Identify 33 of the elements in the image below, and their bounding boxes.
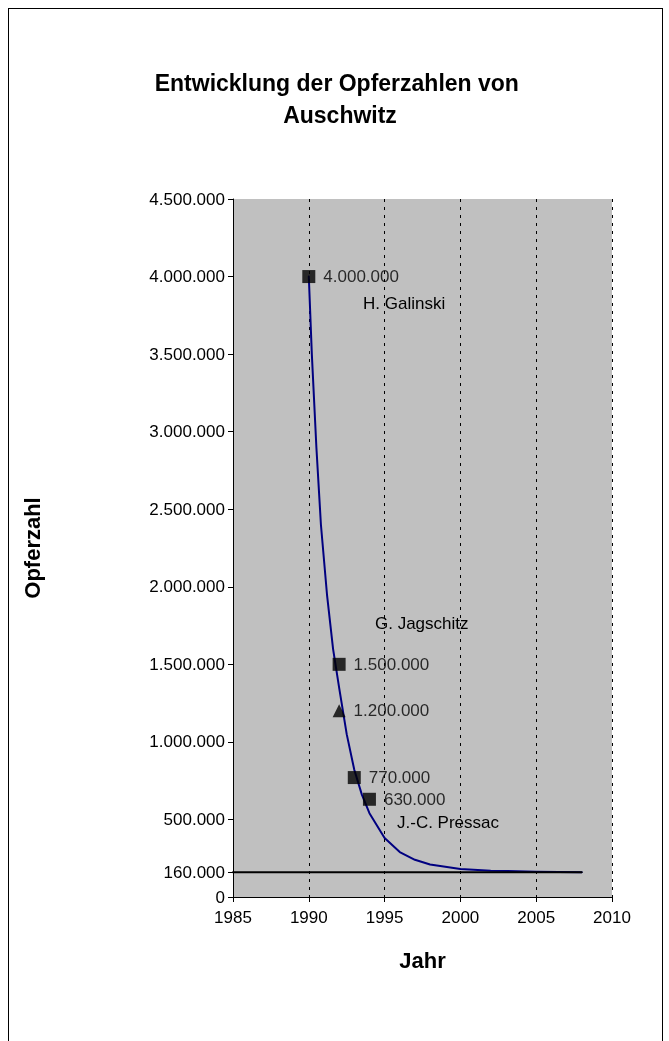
x-tick-label: 2005 <box>517 908 556 927</box>
y-tick-label: 4.500.000 <box>149 189 225 209</box>
annotation: G. Jagschitz <box>375 614 469 633</box>
y-tick-label: 3.000.000 <box>149 422 225 442</box>
chart-title: Entwicklung der Opferzahlen von Auschwitz <box>154 70 526 128</box>
y-tick-label: 500.000 <box>163 809 225 829</box>
y-tick-label: 2.500.000 <box>149 499 225 519</box>
y-tick-label: 2.000.000 <box>149 577 225 597</box>
data-label: 1.200.000 <box>353 701 430 721</box>
y-axis-title: Opferzahl <box>19 497 45 599</box>
annotation: J.-C. Pressac <box>397 813 500 832</box>
x-tick-label: 1995 <box>365 908 404 927</box>
data-label: 4.000.000 <box>323 267 399 287</box>
point <box>332 657 346 671</box>
point <box>302 270 316 284</box>
x-tick-label: 1990 <box>289 908 328 927</box>
point <box>347 771 361 785</box>
y-tick-label: 3.500.000 <box>149 344 225 364</box>
y-tick-label: 0 <box>215 887 225 907</box>
y-tick-label: 1.500.000 <box>149 654 225 674</box>
y-tick-label: 1.000.000 <box>149 732 225 752</box>
data-label: 1.500.000 <box>353 654 430 674</box>
x-tick-label: 1985 <box>214 908 252 927</box>
annotation: H. Galinski <box>363 294 446 313</box>
x-tick-label: 2000 <box>441 908 480 927</box>
x-axis-title: Jahr <box>399 947 447 973</box>
point <box>362 792 376 806</box>
y-tick-label: 4.000.000 <box>149 267 225 287</box>
point <box>332 704 346 718</box>
data-label: 630.000 <box>383 789 446 809</box>
y-tick-label: 160.000 <box>163 862 225 882</box>
data-label: 770.000 <box>368 768 431 788</box>
x-tick-label: 2010 <box>593 908 631 927</box>
